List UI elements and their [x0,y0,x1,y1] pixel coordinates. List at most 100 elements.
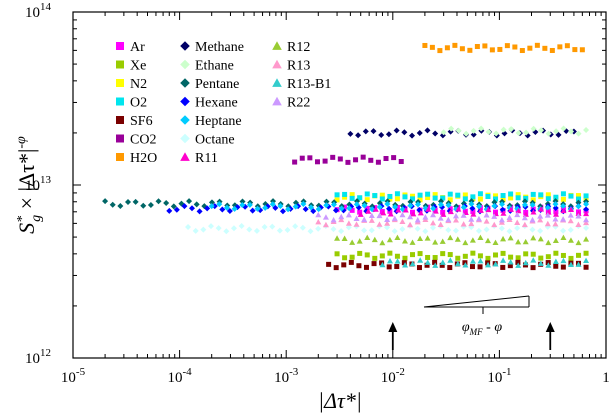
data-point [491,199,498,206]
data-point [410,209,416,215]
data-point [514,219,521,225]
data-point [564,43,570,49]
data-point [379,261,386,268]
data-point [485,206,492,213]
data-point [500,126,507,133]
data-point [515,130,522,137]
data-point [552,258,559,264]
data-point [542,45,548,51]
data-point [432,259,438,265]
data-point [553,263,559,269]
data-point [527,45,533,51]
data-point [515,255,521,261]
data-point [489,47,495,53]
data-point [166,207,173,214]
data-point [454,260,461,267]
data-point [200,226,207,233]
data-point [530,125,537,132]
data-point [515,262,522,268]
legend-marker [116,79,124,87]
data-point [356,238,363,244]
data-point [409,239,416,245]
data-point [470,250,476,256]
data-point [379,260,385,266]
data-point [394,258,401,264]
data-point [475,215,482,222]
data-point [429,224,436,231]
data-point [249,207,256,214]
data-point [362,128,369,135]
data-point [204,205,211,212]
annotation: φMF - φ [388,295,555,350]
data-point [477,191,483,197]
data-point [387,208,393,214]
data-point [552,201,559,208]
data-point [432,239,439,245]
data-point [341,235,348,241]
data-point [357,209,363,215]
data-point [361,202,368,209]
data-point [575,261,582,267]
data-point [452,227,459,234]
y-tick-labels: 1012 1013 1014 [25,1,52,367]
data-point [132,198,139,205]
data-point [437,221,444,227]
data-point [500,197,506,203]
y-tick-label: 1013 [25,174,52,194]
data-point [530,209,537,215]
data-point [452,217,459,223]
data-point [462,239,469,246]
data-point [393,127,400,134]
data-point [514,211,521,218]
data-point [515,195,521,201]
legend-label: SF6 [130,114,153,129]
data-point [452,212,459,219]
data-point [477,264,483,270]
x-tick-label: 10-1 [487,366,511,386]
legend-marker [272,59,282,69]
legend-label: R11 [195,151,218,166]
data-point [523,195,529,201]
data-point [462,192,468,198]
data-point [402,255,408,261]
data-point [583,264,589,270]
data-point [410,252,416,258]
data-point [440,209,446,215]
data-point [538,127,545,134]
annotation-label: φMF - φ [462,320,502,337]
data-point [469,237,476,243]
data-point [272,204,279,211]
arrow-head [388,322,398,332]
data-point [583,224,590,231]
data-point [370,128,377,135]
data-point [545,192,551,198]
data-point [239,201,246,208]
data-point [124,199,131,206]
data-point [560,216,567,222]
data-point [239,198,246,205]
data-point [545,239,552,246]
x-axis-title: |Δτ*| [318,388,362,413]
data-point [438,198,445,205]
data-point [463,130,470,137]
data-point [500,257,507,263]
data-point [462,209,469,215]
data-point [299,224,306,231]
data-point [315,211,322,218]
data-point [334,251,340,257]
y-tick-label: 1012 [25,347,51,367]
legend-marker [180,115,190,125]
data-point [269,223,276,230]
legend-label: Methane [195,40,244,55]
data-point [575,213,582,219]
data-point [462,262,469,268]
slope-hypotenuse [423,295,530,308]
data-point [357,195,363,201]
data-point [394,191,400,197]
legend-label: R13-B1 [287,77,331,92]
legend-marker [116,42,124,50]
data-point [170,203,177,210]
data-point [545,262,552,268]
data-point [470,194,476,200]
data-point [330,226,337,233]
